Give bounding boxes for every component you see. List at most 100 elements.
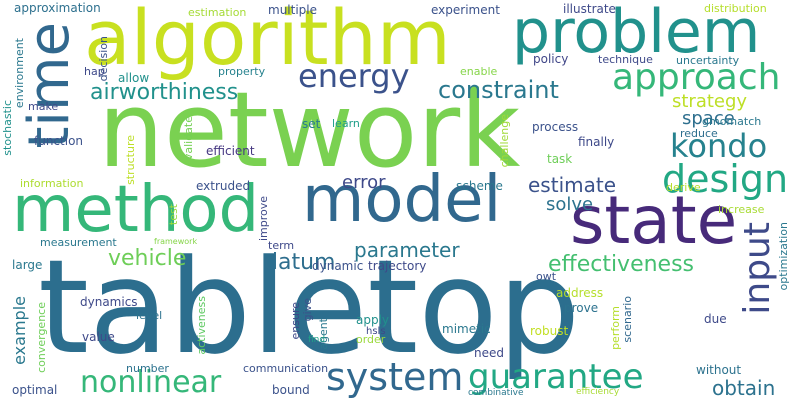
word-owt: owt (536, 270, 557, 283)
word-process: process (532, 120, 579, 134)
word-effectiveness: effectiveness (548, 252, 695, 277)
word-obtain: obtain (712, 376, 776, 400)
word-example: example (10, 296, 29, 365)
word-scheme: scheme (456, 179, 503, 193)
word-efficiency: efficiency (576, 387, 620, 397)
word-experiment: experiment (431, 3, 500, 17)
word-scenario: scenario (621, 296, 634, 343)
word-distribution: distribution (704, 2, 767, 15)
word-optimal: optimal (12, 383, 58, 397)
word-time: time (17, 22, 82, 149)
word-communication: communication (243, 362, 329, 375)
word-set: set (302, 117, 321, 131)
word-enable: enable (460, 65, 498, 78)
word-prove: prove (564, 301, 599, 315)
word-combinative: combinative (468, 388, 524, 398)
word-input: input (737, 222, 778, 315)
word-constraint: constraint (438, 76, 559, 104)
word-solve: solve (546, 194, 594, 215)
word-agent: agent (317, 318, 330, 350)
word-give: give (301, 298, 314, 322)
word-without: without (696, 363, 742, 377)
word-stochastic: stochastic (1, 100, 14, 156)
word-estimate: estimate (528, 173, 617, 197)
word-find: find (308, 335, 326, 345)
word-address: address (556, 286, 604, 300)
word-problem: problem (512, 0, 761, 67)
word-perform: perform (609, 306, 622, 350)
word-state: state (570, 182, 738, 259)
word-challenge: challenge (498, 114, 511, 168)
word-approximation: approximation (14, 1, 101, 15)
word-strategy: strategy (672, 91, 748, 112)
word-extruded: extruded (196, 179, 251, 193)
word-apply: apply (356, 313, 390, 327)
word-level: level (136, 309, 163, 322)
word-make: make (28, 100, 59, 113)
word-number: number (126, 362, 169, 375)
word-learn: learn (332, 117, 360, 130)
word-task: task (547, 152, 573, 166)
word-optimization: optimization (777, 222, 790, 291)
word-ensure: ensure (289, 302, 302, 340)
word-multiple: multiple (268, 3, 318, 17)
word-measurement: measurement (40, 236, 117, 249)
word-finally: finally (578, 135, 615, 149)
word-function: function (34, 134, 84, 148)
word-gmomatch: gmomatch (702, 115, 762, 128)
word-vehicle: vehicle (108, 246, 187, 271)
word-efficient: efficient (206, 144, 255, 158)
word-term: term (268, 239, 295, 252)
word-nonlinear: nonlinear (80, 365, 222, 400)
word-convergence: convergence (35, 302, 48, 373)
word-environment: environment (13, 38, 26, 109)
word-test: test (167, 204, 180, 226)
word-reduce: reduce (680, 127, 718, 140)
word-tabletop: tabletop (38, 231, 581, 383)
word-policy: policy (533, 52, 569, 66)
word-dynamics: dynamics (80, 295, 138, 309)
word-guarantee: guarantee (468, 357, 644, 397)
word-uncertainty: uncertainty (676, 54, 740, 67)
word-network: network (98, 69, 521, 191)
word-value: value (82, 330, 115, 344)
word-improve: improve (257, 196, 270, 242)
word-method: method (12, 173, 260, 247)
word-algorithm: algorithm (84, 0, 451, 82)
word-due: due (704, 312, 727, 326)
word-model: model (302, 163, 502, 237)
word-system: system (326, 355, 464, 399)
word-parameter: parameter (354, 238, 460, 262)
word-design: design (662, 157, 789, 201)
word-order: order (356, 333, 386, 346)
word-space: space (682, 108, 735, 129)
word-error: error (342, 172, 386, 193)
word-validate: validate (182, 116, 195, 161)
word-dynamic: dynamic (312, 259, 364, 273)
word-robust: robust (530, 324, 569, 338)
word-structure: structure (124, 135, 137, 185)
word-large: large (12, 258, 43, 272)
word-illustrate: illustrate (563, 2, 616, 16)
word-approach: approach (612, 57, 781, 98)
word-estimation: estimation (188, 6, 247, 19)
word-energy: energy (298, 57, 410, 95)
word-allow: allow (118, 71, 150, 85)
word-framework: framework (154, 237, 198, 246)
word-property: property (218, 65, 266, 78)
word-airworthiness: airworthiness (90, 80, 239, 105)
word-hap: hap (84, 65, 105, 78)
word-datum: datum (264, 250, 336, 275)
word-kondo: kondo (670, 127, 768, 165)
word-increase: increase (718, 203, 765, 216)
word-derive: derive (666, 181, 701, 194)
word-hsls: hsls (366, 326, 386, 337)
word-need: need (474, 346, 504, 360)
word-bound: bound (272, 383, 310, 397)
word-trajectory: trajectory (368, 259, 427, 273)
word-technique: technique (598, 53, 653, 66)
word-mimetic: mimetic (442, 322, 491, 336)
word-activeness: activeness (195, 296, 208, 355)
word-information: information (20, 177, 84, 190)
